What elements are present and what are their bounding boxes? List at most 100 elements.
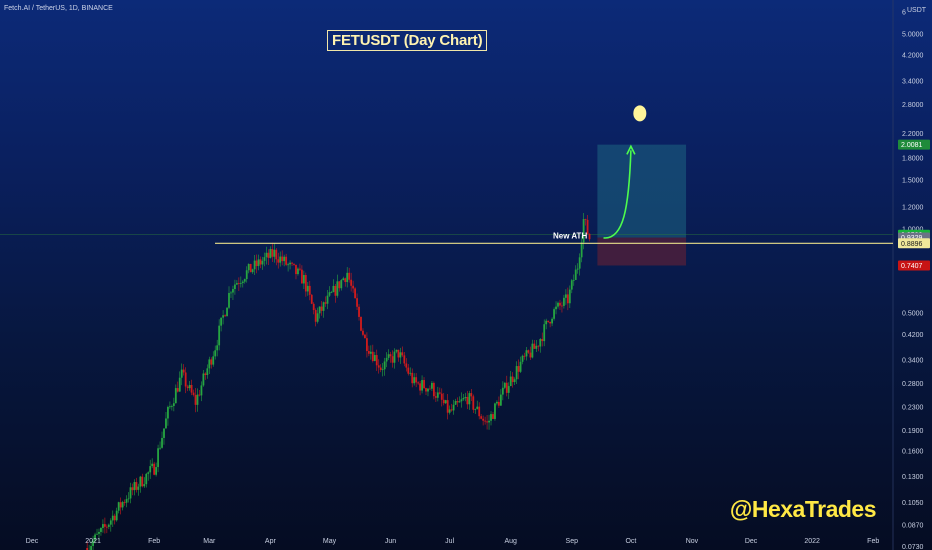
candle-body xyxy=(570,280,573,290)
price-tag-label: 2.0081 xyxy=(901,142,923,149)
candle-body xyxy=(135,482,138,490)
candle-body xyxy=(543,324,546,342)
candle-body xyxy=(214,350,217,357)
candle-body xyxy=(125,499,128,503)
candle-body xyxy=(247,263,250,271)
candle-body xyxy=(143,484,146,487)
candle-body xyxy=(369,351,372,354)
y-tick-label: 0.1900 xyxy=(902,428,924,435)
candle-body xyxy=(312,303,315,311)
candle-body xyxy=(100,527,102,532)
candle-body xyxy=(389,354,392,357)
candle-body xyxy=(527,350,530,353)
candle-body xyxy=(486,421,488,423)
y-tick-label: 0.1050 xyxy=(902,500,924,507)
candle-body xyxy=(182,369,185,373)
candle-body xyxy=(501,387,504,395)
symbol-label: Fetch.AI / TetherUS, 1D, BINANCE xyxy=(4,5,113,12)
candle-body xyxy=(121,502,124,508)
candle-body xyxy=(92,540,94,547)
x-tick-label: Oct xyxy=(625,538,636,545)
x-tick-label: 2021 xyxy=(85,538,101,545)
y-tick-label: 1.8000 xyxy=(902,155,924,162)
candle-body xyxy=(275,249,278,260)
candle-body xyxy=(484,420,487,422)
candle-body xyxy=(194,394,197,405)
candle-body xyxy=(434,396,437,398)
stop-zone xyxy=(597,237,687,266)
candle-body xyxy=(409,372,412,374)
candle-body xyxy=(480,416,483,419)
candle-body xyxy=(517,366,520,372)
candle-body xyxy=(580,242,583,258)
watermark-handle: @HexaTrades xyxy=(729,496,877,522)
x-tick-label: Dec xyxy=(26,538,39,545)
candle-body xyxy=(109,520,112,525)
candle-body xyxy=(220,317,223,326)
candle-body xyxy=(283,256,286,262)
candle-body xyxy=(159,447,161,449)
candle-body xyxy=(442,399,445,404)
candle-body xyxy=(245,270,248,280)
candle-body xyxy=(519,361,522,372)
candle-body xyxy=(377,365,380,368)
candle-body xyxy=(332,285,335,292)
candle-body xyxy=(397,349,400,358)
candle-body xyxy=(564,294,567,298)
candle-body xyxy=(498,401,500,406)
candle-body xyxy=(170,405,173,407)
candle-body xyxy=(405,363,408,368)
candle-body xyxy=(196,394,199,405)
candle-body xyxy=(521,355,524,362)
candle-body xyxy=(432,382,435,397)
candle-body xyxy=(444,400,447,404)
candle-body xyxy=(216,345,219,351)
candle-body xyxy=(200,385,203,396)
candle-body xyxy=(582,219,585,243)
candle-body xyxy=(490,414,492,421)
candle-body xyxy=(202,373,205,386)
candle-body xyxy=(574,269,577,280)
candle-body xyxy=(139,476,142,487)
candle-body xyxy=(499,394,502,406)
candle-body xyxy=(253,260,256,270)
candle-body xyxy=(310,294,313,304)
x-tick-label: Mar xyxy=(203,538,216,545)
candle-body xyxy=(375,355,378,366)
candle-body xyxy=(322,302,325,311)
candle-body xyxy=(413,377,416,384)
candle-body xyxy=(102,524,104,528)
candle-body xyxy=(210,359,213,365)
candle-body xyxy=(129,487,132,499)
candle-body xyxy=(496,401,498,404)
candle-body xyxy=(535,345,538,349)
y-unit-label: USDT xyxy=(907,7,927,14)
candle-body xyxy=(411,372,414,384)
candle-body xyxy=(507,386,510,393)
candle-body xyxy=(263,257,266,261)
candle-body xyxy=(525,350,528,357)
y-tick-label: 0.5000 xyxy=(902,311,924,318)
candle-body xyxy=(460,399,463,402)
candle-body xyxy=(180,369,183,378)
candle-body xyxy=(237,283,240,284)
x-tick-label: 2022 xyxy=(804,538,820,545)
candle-body xyxy=(549,321,552,324)
y-tick-label: 5.0000 xyxy=(902,32,924,39)
candle-body xyxy=(277,259,280,263)
candle-body xyxy=(462,397,465,400)
candle-body xyxy=(228,292,230,308)
candle-body xyxy=(366,338,368,352)
candle-body xyxy=(586,219,589,234)
candle-body xyxy=(184,372,187,387)
candle-body xyxy=(113,515,116,521)
candle-body xyxy=(141,476,144,487)
candle-body xyxy=(393,351,396,363)
projection-arrow xyxy=(603,150,632,239)
new-ath-label: New ATH xyxy=(553,231,587,240)
candle-body xyxy=(111,515,114,521)
y-tick-label: 0.2800 xyxy=(902,381,924,388)
y-tick-label: 0.3400 xyxy=(902,357,924,364)
